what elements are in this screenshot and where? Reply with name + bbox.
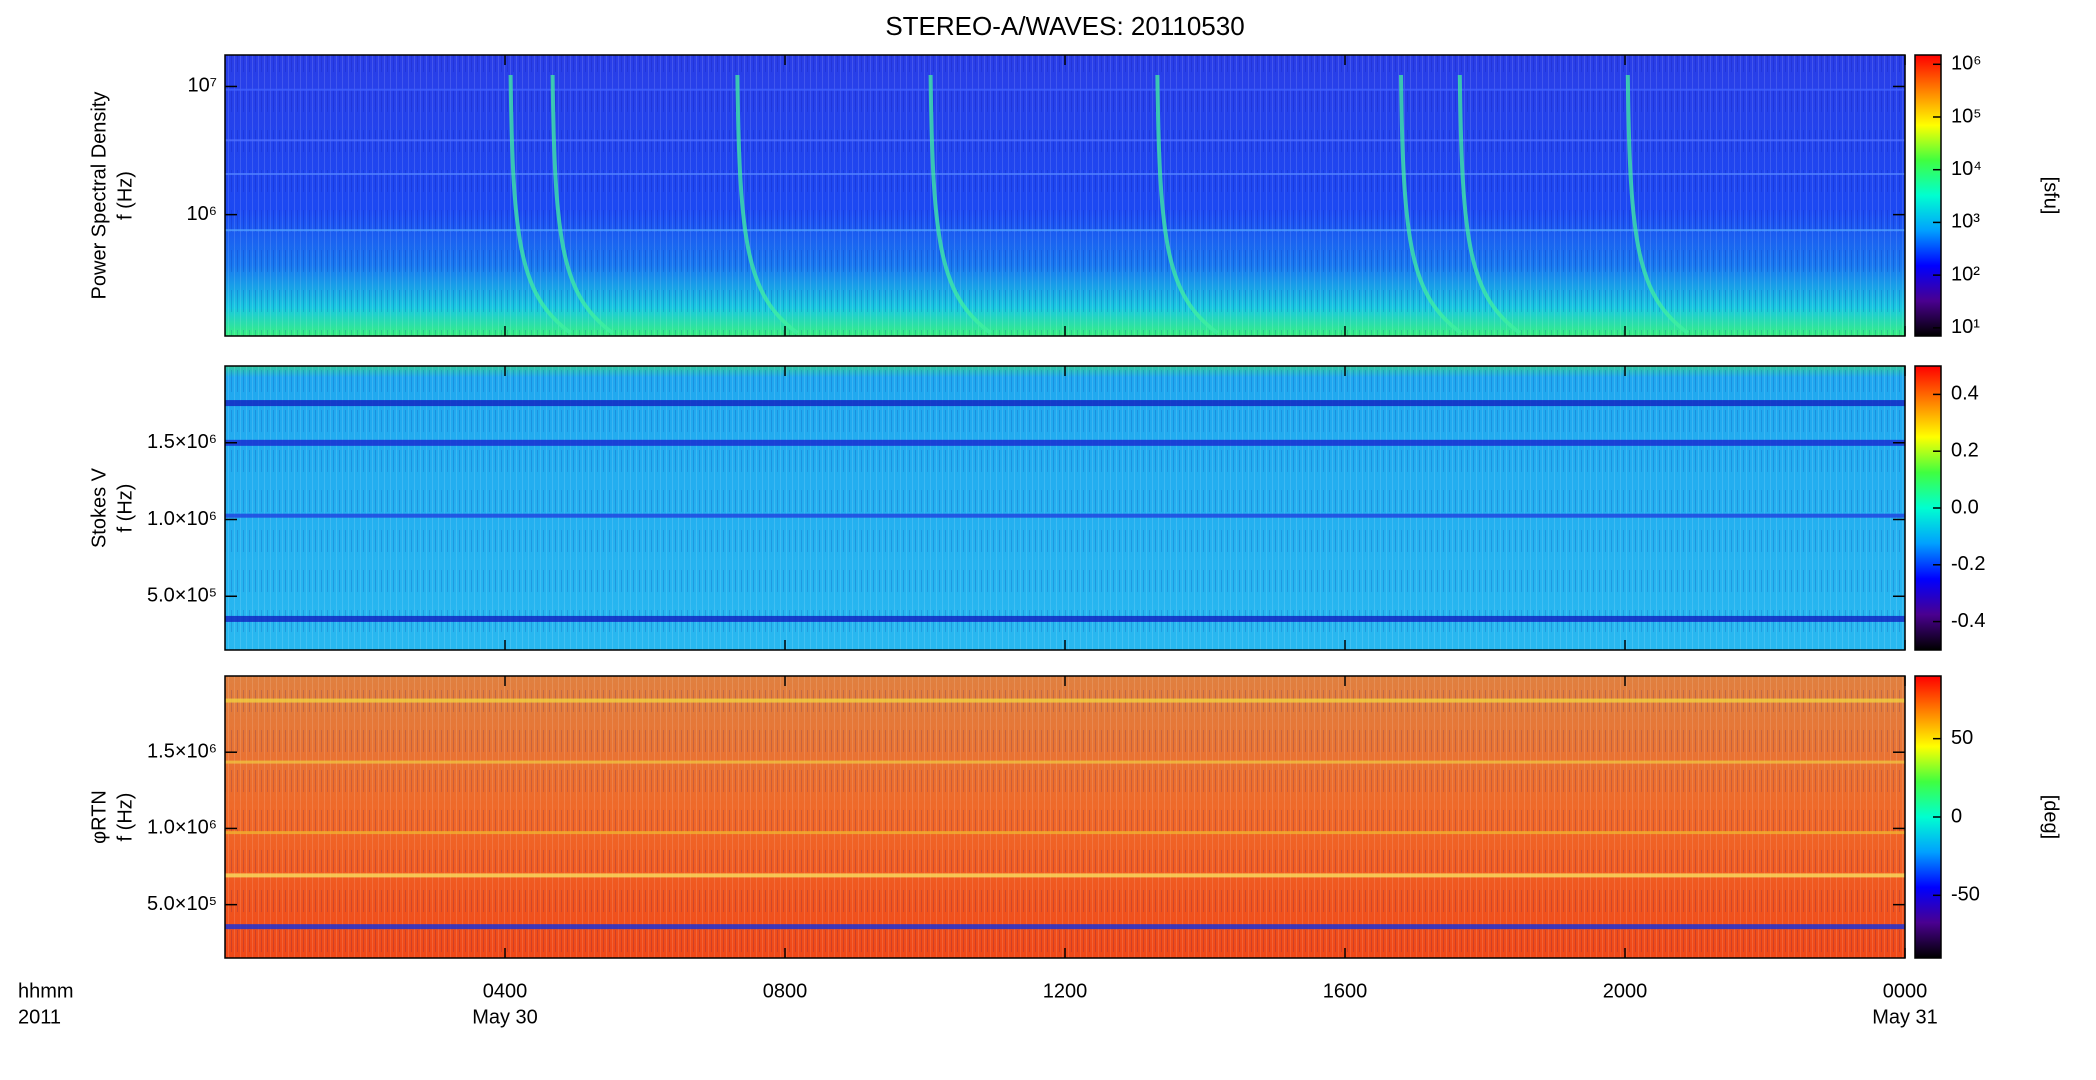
date-label: May 31 — [1872, 1006, 1938, 1028]
spectrogram-texture — [225, 366, 1905, 650]
colorbar-tick-label: 0 — [1951, 805, 1962, 827]
time-axis-label: hhmm — [18, 980, 74, 1002]
y-tick-label: 5.0×10⁵ — [147, 585, 217, 607]
x-tick-label: 1200 — [1043, 980, 1088, 1002]
colorbar-tick-label: -0.2 — [1951, 553, 1985, 575]
y-tick-label: 1.0×10⁶ — [147, 508, 217, 530]
colorbar-tick-label: 50 — [1951, 727, 1973, 749]
colorbar — [1914, 54, 1942, 337]
y-axis-label: Power Spectral Density — [88, 92, 110, 300]
colorbar-label: [sfu] — [2040, 177, 2062, 215]
colorbar-tick-label: 10⁵ — [1951, 105, 1982, 127]
colorbar-tick-label: 0.4 — [1951, 383, 1979, 405]
y-tick-label: 10⁷ — [188, 75, 217, 97]
burst — [1399, 74, 1463, 335]
spectrogram-band — [225, 513, 1905, 518]
spectrogram-band — [225, 88, 1905, 91]
burst — [550, 74, 614, 335]
burst — [928, 74, 992, 335]
y-axis-label: Stokes V — [88, 467, 110, 548]
x-tick-label: 2000 — [1603, 980, 1648, 1002]
spectrogram-band — [225, 439, 1905, 446]
y-axis-label: f (Hz) — [114, 793, 136, 842]
colorbar-tick-label: -0.4 — [1951, 610, 1985, 632]
colorbar-tick-label: 0.0 — [1951, 496, 1979, 518]
x-tick-label: 0400 — [483, 980, 528, 1002]
x-tick-label: 0800 — [763, 980, 808, 1002]
colorbar-tick-label: 10³ — [1951, 211, 1980, 233]
y-axis-label: f (Hz) — [114, 171, 136, 220]
colorbar-tick-label: 10¹ — [1951, 316, 1980, 338]
spectrogram-band — [225, 229, 1905, 232]
y-tick-label: 1.0×10⁶ — [147, 817, 217, 839]
date-label: May 30 — [472, 1006, 538, 1028]
y-axis-label: φRTN — [88, 790, 110, 844]
burst — [735, 74, 799, 335]
chart-title: STEREO-A/WAVES: 20110530 — [885, 11, 1244, 41]
colorbar-tick-label: 10⁴ — [1951, 158, 1982, 180]
spectrogram-band — [225, 924, 1905, 930]
spectrogram-band — [225, 173, 1905, 176]
spectrogram-band — [225, 831, 1905, 835]
spectrogram-texture — [225, 676, 1905, 958]
y-tick-label: 1.5×10⁶ — [147, 740, 217, 762]
y-axis-label: f (Hz) — [114, 484, 136, 533]
y-tick-label: 1.5×10⁶ — [147, 431, 217, 453]
burst — [1457, 74, 1521, 335]
colorbar-tick-label: 0.2 — [1951, 439, 1979, 461]
spectrogram-band — [225, 615, 1905, 622]
spectrogram-band — [225, 698, 1905, 703]
y-tick-label: 5.0×10⁵ — [147, 893, 217, 915]
x-tick-label: 0000 — [1883, 980, 1928, 1002]
colorbar-tick-label: 10⁶ — [1951, 53, 1981, 75]
spectrogram-texture — [225, 55, 1905, 336]
spectrogram-band — [225, 873, 1905, 878]
colorbar-tick-label: 10² — [1951, 263, 1980, 285]
x-tick-label: 1600 — [1323, 980, 1368, 1002]
spectrogram-band — [225, 139, 1905, 142]
spectrogram-band — [225, 400, 1905, 407]
spectrogram-band — [225, 760, 1905, 764]
y-tick-label: 10⁶ — [187, 203, 217, 225]
burst — [1625, 74, 1689, 335]
colorbar-tick-label: -50 — [1951, 884, 1980, 906]
burst — [508, 74, 572, 335]
burst — [1155, 74, 1219, 335]
time-axis-label: 2011 — [18, 1006, 61, 1028]
colorbar-label: [deg] — [2040, 795, 2062, 839]
